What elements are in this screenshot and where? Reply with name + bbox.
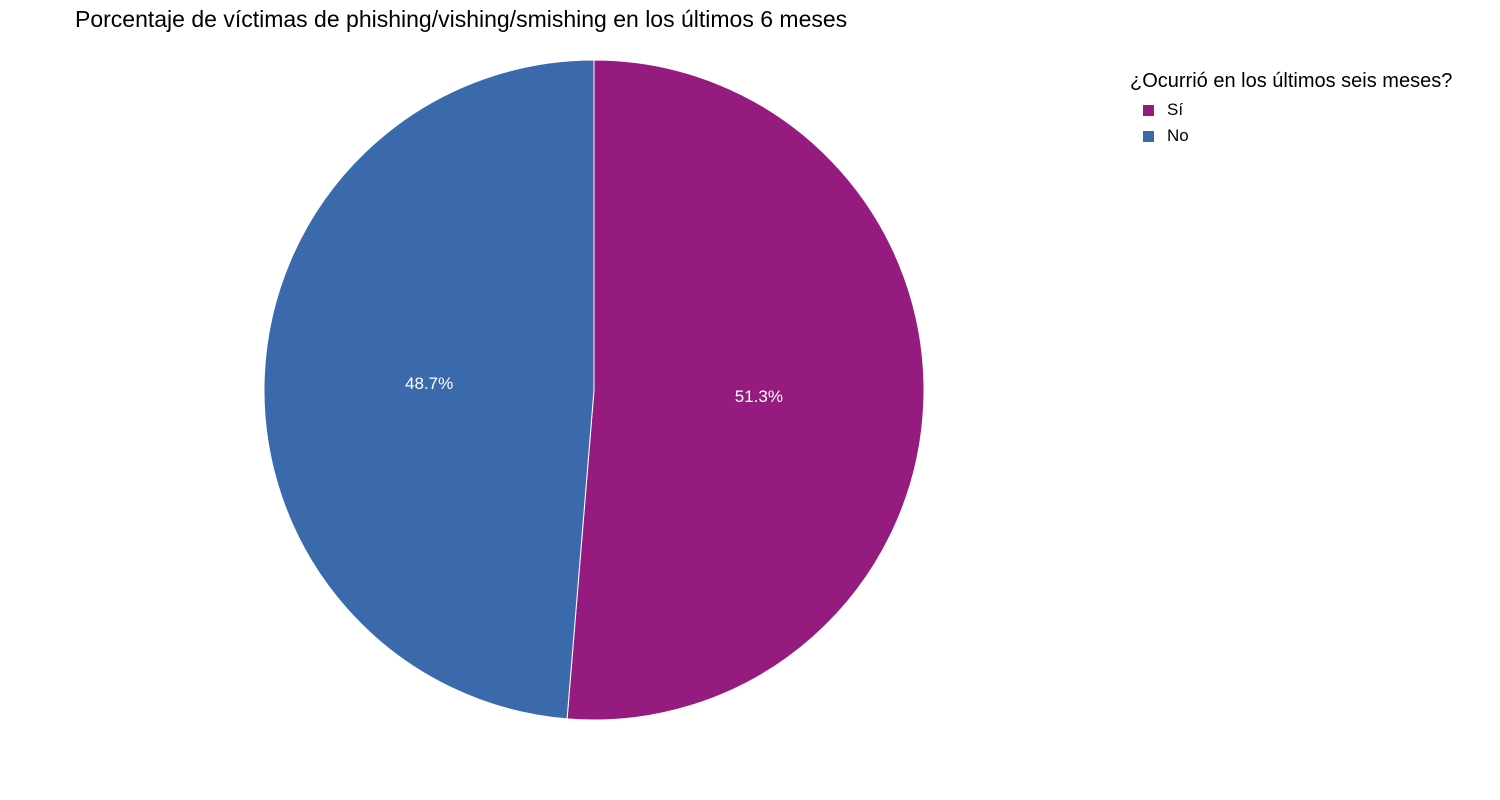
pie-slice-si (566, 59, 925, 721)
legend-item-si: Sí (1130, 97, 1452, 123)
legend-label-no: No (1167, 126, 1189, 145)
pie-slice-label-no: 48.7% (405, 374, 453, 393)
legend: ¿Ocurrió en los últimos seis meses? Sí N… (1130, 70, 1452, 149)
legend-item-no: No (1130, 123, 1452, 149)
legend-swatch-si (1143, 104, 1154, 116)
chart-title: Porcentaje de víctimas de phishing/vishi… (75, 6, 848, 32)
legend-label-si: Sí (1167, 100, 1184, 119)
legend-title: ¿Ocurrió en los últimos seis meses? (1130, 70, 1453, 92)
pie-slice-no (263, 59, 595, 720)
legend-swatch-no (1143, 130, 1154, 142)
pie-slice-label-si: 51.3% (735, 387, 783, 406)
